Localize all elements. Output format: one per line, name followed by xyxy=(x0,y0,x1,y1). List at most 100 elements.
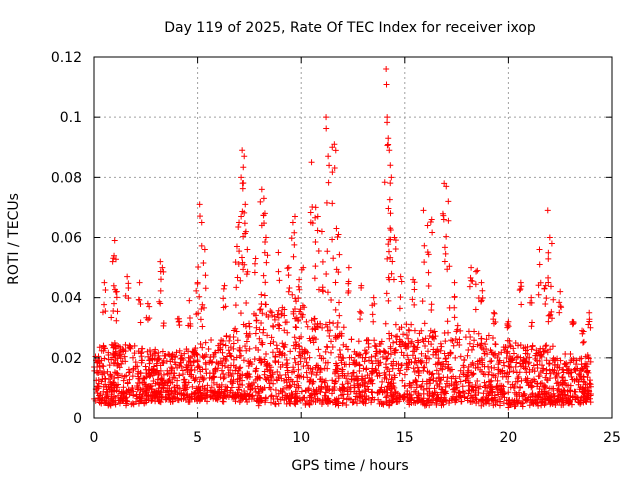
data-point xyxy=(506,353,513,360)
data-point xyxy=(503,354,510,361)
data-point xyxy=(542,395,549,402)
data-point xyxy=(248,396,255,403)
data-point xyxy=(349,399,356,406)
data-point xyxy=(469,360,476,367)
data-point xyxy=(363,337,370,344)
data-point xyxy=(421,401,428,408)
data-point xyxy=(175,318,182,325)
data-point xyxy=(246,360,253,367)
data-point xyxy=(236,386,243,393)
data-point xyxy=(421,320,428,327)
data-point xyxy=(144,300,151,307)
data-point xyxy=(517,400,524,407)
data-point xyxy=(235,260,242,267)
data-point xyxy=(221,392,228,399)
data-point xyxy=(483,393,490,400)
data-point xyxy=(398,324,405,331)
data-point xyxy=(431,389,438,396)
data-point xyxy=(535,291,542,298)
data-point xyxy=(370,318,377,325)
data-point xyxy=(305,385,312,392)
data-point xyxy=(376,372,383,379)
data-point xyxy=(143,366,150,373)
data-point xyxy=(296,276,303,283)
data-point xyxy=(343,396,350,403)
data-point xyxy=(336,251,343,258)
data-point xyxy=(157,300,164,307)
data-point xyxy=(382,320,389,327)
data-point xyxy=(159,348,166,355)
data-point xyxy=(411,327,418,334)
data-point xyxy=(559,366,566,373)
data-point xyxy=(569,394,576,401)
data-point xyxy=(307,209,314,216)
data-point xyxy=(295,295,302,302)
data-point xyxy=(202,285,209,292)
data-point xyxy=(586,316,593,323)
data-point xyxy=(148,397,155,404)
data-point xyxy=(124,379,131,386)
data-point xyxy=(117,351,124,358)
data-point xyxy=(257,306,264,313)
data-point xyxy=(481,379,488,386)
data-point xyxy=(295,361,302,368)
data-point xyxy=(580,384,587,391)
data-point xyxy=(397,294,404,301)
data-point xyxy=(433,378,440,385)
data-point xyxy=(456,389,463,396)
data-point xyxy=(560,369,567,376)
data-point xyxy=(525,394,532,401)
data-point xyxy=(389,258,396,265)
data-point xyxy=(478,402,485,409)
data-point xyxy=(438,389,445,396)
data-point xyxy=(196,201,203,208)
data-point xyxy=(582,360,589,367)
data-point xyxy=(451,279,458,286)
data-point xyxy=(330,255,337,262)
data-point xyxy=(479,397,486,404)
data-point xyxy=(514,378,521,385)
data-point xyxy=(268,374,275,381)
data-point xyxy=(348,336,355,343)
data-point xyxy=(151,348,158,355)
data-point xyxy=(384,255,391,262)
data-point xyxy=(487,378,494,385)
data-point xyxy=(413,378,420,385)
data-point xyxy=(233,328,240,335)
data-point xyxy=(352,351,359,358)
data-point xyxy=(491,392,498,399)
x-tick-label: 15 xyxy=(396,430,414,446)
data-point xyxy=(545,318,552,325)
data-point xyxy=(410,365,417,372)
data-point xyxy=(386,330,393,337)
data-point xyxy=(111,369,118,376)
data-point xyxy=(343,375,350,382)
data-point xyxy=(235,367,242,374)
data-point xyxy=(270,395,277,402)
data-point xyxy=(242,230,249,237)
data-point xyxy=(456,373,463,380)
data-point xyxy=(359,354,366,361)
data-point xyxy=(492,341,499,348)
data-point xyxy=(500,391,507,398)
data-point xyxy=(163,396,170,403)
data-point xyxy=(460,362,467,369)
data-point xyxy=(429,229,436,236)
data-point xyxy=(452,354,459,361)
data-point xyxy=(451,294,458,301)
data-point xyxy=(543,366,550,373)
data-point xyxy=(526,402,533,409)
data-point xyxy=(285,264,292,271)
data-point xyxy=(507,358,514,365)
data-point xyxy=(133,383,140,390)
data-point xyxy=(338,357,345,364)
data-point xyxy=(501,370,508,377)
data-point xyxy=(276,325,283,332)
data-point xyxy=(202,394,209,401)
data-point xyxy=(323,271,330,278)
data-point xyxy=(544,377,551,384)
data-point xyxy=(549,400,556,407)
data-point xyxy=(509,381,516,388)
data-point xyxy=(391,234,398,241)
data-point xyxy=(209,393,216,400)
